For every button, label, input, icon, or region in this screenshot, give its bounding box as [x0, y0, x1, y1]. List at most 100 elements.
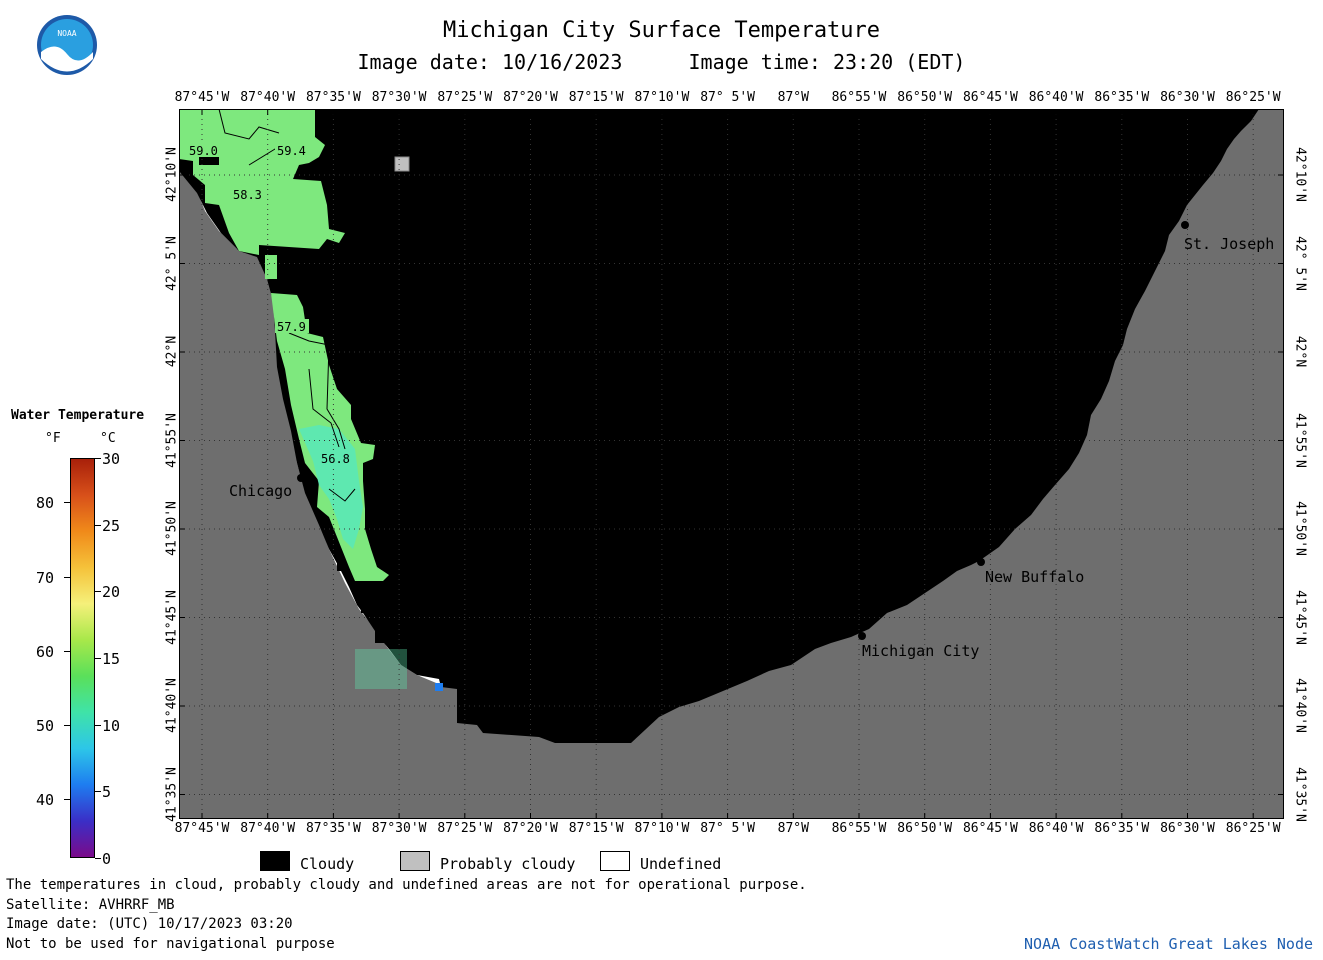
legend-unit-c: °C: [100, 431, 116, 446]
noaa-logo-icon: NOAA: [37, 15, 97, 75]
subtitle: Image date: 10/16/2023 Image time: 23:20…: [0, 50, 1323, 74]
longitude-label: 86°45'W: [962, 90, 1018, 105]
latitude-label: 41°35'N: [164, 766, 180, 822]
longitude-label: 87°W: [777, 90, 809, 105]
latitude-label: 41°40'N: [1292, 678, 1308, 733]
contour-label: 59.4: [277, 144, 306, 158]
longitude-label: 86°30'W: [1160, 821, 1215, 836]
city-label-michigan-city: Michigan City: [862, 642, 980, 660]
longitude-label: 86°50'W: [897, 821, 953, 836]
svg-text:NOAA: NOAA: [57, 29, 76, 38]
key-probably-cloudy-swatch: [400, 851, 430, 871]
legend-title: Water Temperature: [11, 408, 145, 423]
longitude-label: 87°25'W: [437, 90, 493, 105]
footer-satellite: Satellite: AVHRRF_MB: [6, 897, 175, 913]
footer-image-date-utc: Image date: (UTC) 10/17/2023 03:20: [6, 916, 293, 932]
legend-f-tick-mark: [64, 502, 70, 504]
legend-f-tick: 70: [36, 568, 55, 587]
legend-f-tick: 60: [36, 642, 55, 661]
longitude-label: 87°30'W: [371, 821, 427, 836]
legend-c-tick-mark: [95, 591, 101, 593]
legend-c-tick-mark: [95, 858, 101, 859]
latitude-label: 41°50'N: [164, 501, 180, 556]
legend-f-tick: 40: [36, 790, 55, 809]
longitude-label: 87°35'W: [305, 821, 361, 836]
latitude-label: 41°50'N: [1292, 501, 1308, 556]
water-temperature-block: [435, 683, 443, 691]
legend-c-tick-mark: [95, 458, 101, 459]
legend-c-tick-mark: [95, 658, 101, 659]
longitude-label: 86°25'W: [1225, 821, 1281, 836]
latitude-label: 41°45'N: [164, 589, 180, 645]
contour-label-group: 59.0 59.4 58.3 57.9 56.8: [187, 143, 353, 466]
longitude-label: 87°45'W: [174, 821, 230, 836]
legend-unit-f: °F: [45, 431, 61, 446]
latitude-label: 42°N: [164, 335, 180, 368]
longitude-label: 87°15'W: [568, 90, 624, 105]
longitude-label: 87°10'W: [634, 90, 690, 105]
longitude-label: 87°30'W: [371, 90, 427, 105]
cloud-area: [179, 109, 1259, 743]
longitude-label: 86°45'W: [962, 821, 1018, 836]
legend-c-tick: 30: [102, 450, 121, 468]
chicago-marker: [297, 474, 305, 482]
legend-f-tick-mark: [64, 650, 70, 652]
legend-c-tick: 25: [102, 516, 121, 535]
key-undefined-swatch: [600, 851, 630, 871]
key-cloudy-label: Cloudy: [300, 855, 355, 873]
legend-c-tick-mark: [95, 524, 101, 526]
legend-c-tick: 15: [102, 650, 121, 668]
legend-c-tick: 10: [102, 716, 121, 735]
contour-label: 56.8: [321, 452, 350, 466]
longitude-label: 87°40'W: [240, 90, 296, 105]
latitude-label: 42°10'N: [164, 147, 180, 202]
city-label-chicago: Chicago: [229, 482, 293, 500]
noaa-logo: NOAA: [36, 14, 98, 76]
contour-label: 59.0: [189, 144, 218, 158]
footer-disclaimer: The temperatures in cloud, probably clou…: [6, 877, 807, 893]
contour-line: [288, 332, 346, 450]
longitude-label: 86°40'W: [1028, 821, 1084, 836]
water-temperature-block: [355, 649, 407, 689]
legend-f-tick-mark: [64, 798, 70, 800]
image-date-label: Image date: 10/16/2023: [357, 50, 623, 74]
longitude-label: 87°40'W: [240, 821, 296, 836]
latitude-label: 41°45'N: [1292, 589, 1308, 645]
page-title: Michigan City Surface Temperature: [442, 18, 881, 43]
michigan-city-marker: [858, 632, 866, 640]
longitude-label: 87°25'W: [437, 821, 493, 836]
legend-f-tick-mark: [64, 576, 70, 578]
legend-c-tick-mark: [95, 724, 101, 726]
footer-navigation-warning: Not to be used for navigational purpose: [6, 936, 335, 952]
legend-colorbar: [70, 458, 95, 858]
new-buffalo-marker: [977, 558, 985, 566]
legend-c-tick: 5: [102, 783, 112, 802]
latitude-label: 41°35'N: [1292, 766, 1308, 822]
latitude-label: 42° 5'N: [1292, 235, 1308, 291]
footer-credit: NOAA CoastWatch Great Lakes Node: [1024, 935, 1313, 953]
contour-label: 57.9: [277, 320, 306, 334]
legend-c-tick: 20: [102, 583, 121, 602]
contour-line: [328, 488, 356, 502]
latitude-label: 41°55'N: [1292, 412, 1308, 468]
longitude-label: 86°35'W: [1094, 90, 1150, 105]
city-label-new-buffalo: New Buffalo: [985, 568, 1085, 586]
longitude-label: 87° 5'W: [700, 821, 755, 836]
temperature-map: 59.0 59.4 58.3 57.9 56.8: [179, 109, 1284, 819]
legend-f-tick: 80: [36, 494, 55, 513]
legend-c-tick-mark: [95, 791, 101, 793]
longitude-label: 86°40'W: [1028, 90, 1084, 105]
longitude-label: 87°W: [777, 821, 809, 836]
longitude-label: 87°20'W: [503, 821, 558, 836]
longitude-label: 87°35'W: [305, 90, 361, 105]
longitude-label: 87°15'W: [568, 821, 624, 836]
legend-f-tick: 50: [36, 716, 55, 735]
key-probably-cloudy-label: Probably cloudy: [440, 855, 576, 873]
latitude-label: 42°10'N: [1292, 147, 1308, 202]
longitude-label: 87°45'W: [174, 90, 230, 105]
key-cloudy-swatch: [260, 851, 290, 871]
longitude-label: 87°20'W: [503, 90, 558, 105]
latitude-label: 42°N: [1292, 335, 1308, 368]
image-time-label: Image time: 23:20 (EDT): [688, 50, 966, 74]
latitude-label: 41°40'N: [164, 678, 180, 733]
